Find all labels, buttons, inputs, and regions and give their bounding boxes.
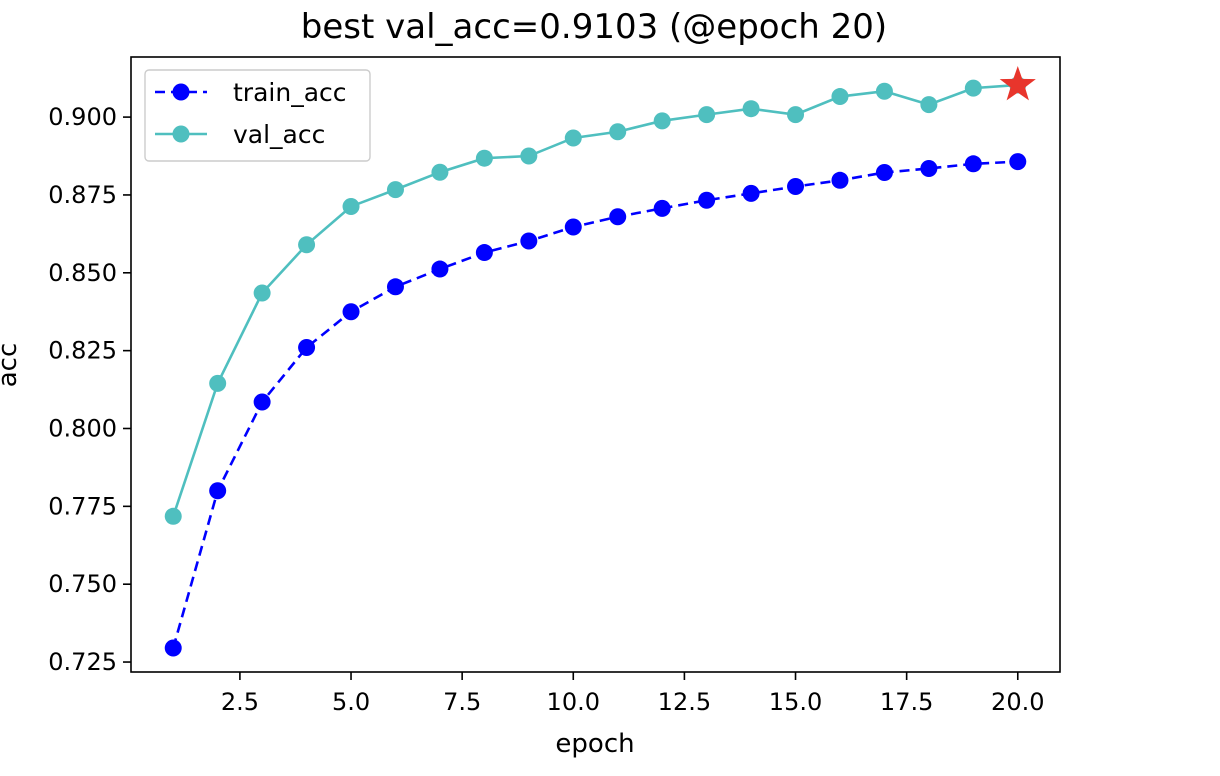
val_acc-point: [653, 112, 671, 130]
val_acc-point: [475, 149, 493, 167]
val_acc-point: [787, 106, 805, 124]
val_acc-point: [342, 197, 360, 215]
chart-title: best val_acc=0.9103 (@epoch 20): [301, 7, 887, 47]
val_acc-point: [386, 181, 404, 199]
train_acc-point: [431, 260, 449, 278]
val_acc-point: [698, 106, 716, 124]
y-tick-label: 0.850: [48, 259, 117, 287]
train_acc-point: [698, 191, 716, 209]
train_acc-point: [653, 199, 671, 217]
y-tick-label: 0.750: [48, 570, 117, 598]
train_acc-point: [564, 218, 582, 236]
x-tick-label: 7.5: [443, 688, 481, 716]
legend-box: [144, 69, 371, 162]
x-tick-label: 5.0: [332, 688, 370, 716]
y-tick-label: 0.800: [48, 414, 117, 442]
train_acc-point: [253, 393, 271, 411]
val_acc-point: [609, 123, 627, 141]
y-tick-label: 0.725: [48, 648, 117, 676]
val_acc-point: [831, 88, 849, 106]
train_acc-point: [1009, 153, 1027, 171]
val_acc-point: [209, 374, 227, 392]
val_acc-point: [253, 284, 271, 302]
val_acc-point: [920, 96, 938, 114]
train_acc-point: [209, 482, 227, 500]
y-tick-label: 0.875: [48, 181, 117, 209]
train_acc-line: [171, 160, 1018, 649]
val_acc-point: [298, 236, 316, 254]
y-axis-label: acc: [0, 343, 23, 388]
val_acc-point: [564, 129, 582, 147]
x-tick-label: 10.0: [547, 688, 600, 716]
train_acc-point: [920, 159, 938, 177]
train_acc-point: [831, 171, 849, 189]
legend-marker-val_acc: [172, 125, 190, 143]
train_acc-point: [520, 232, 538, 250]
val_acc-point: [742, 100, 760, 118]
x-tick-label: 2.5: [221, 688, 259, 716]
train_acc-point: [386, 278, 404, 296]
train_acc-point: [342, 303, 360, 321]
y-tick-label: 0.775: [48, 492, 117, 520]
x-tick-label: 12.5: [658, 688, 711, 716]
val_acc-point: [431, 163, 449, 181]
train_acc-point: [609, 208, 627, 226]
val_acc-point: [520, 147, 538, 165]
train_acc-point: [742, 184, 760, 202]
val_acc-point: [875, 82, 893, 100]
train_acc-point: [787, 178, 805, 196]
train_acc-point: [164, 639, 182, 657]
val_acc-point: [964, 79, 982, 97]
plot-frame: [130, 56, 1061, 673]
legend-marker-train_acc: [172, 83, 190, 101]
legend-label-train_acc: train_acc: [233, 78, 347, 107]
best-val-star-marker: [999, 66, 1036, 101]
x-axis-label: epoch: [555, 729, 634, 759]
y-tick-label: 0.900: [48, 103, 117, 131]
x-tick-label: 20.0: [991, 688, 1044, 716]
x-tick-label: 17.5: [880, 688, 933, 716]
val_acc-point: [164, 507, 182, 525]
train_acc-point: [964, 155, 982, 173]
legend-label-val_acc: val_acc: [233, 120, 325, 149]
train_acc-point: [298, 339, 316, 357]
x-tick-label: 15.0: [769, 688, 822, 716]
train_acc-point: [475, 244, 493, 262]
train_acc-point: [875, 164, 893, 182]
y-tick-label: 0.825: [48, 337, 117, 365]
